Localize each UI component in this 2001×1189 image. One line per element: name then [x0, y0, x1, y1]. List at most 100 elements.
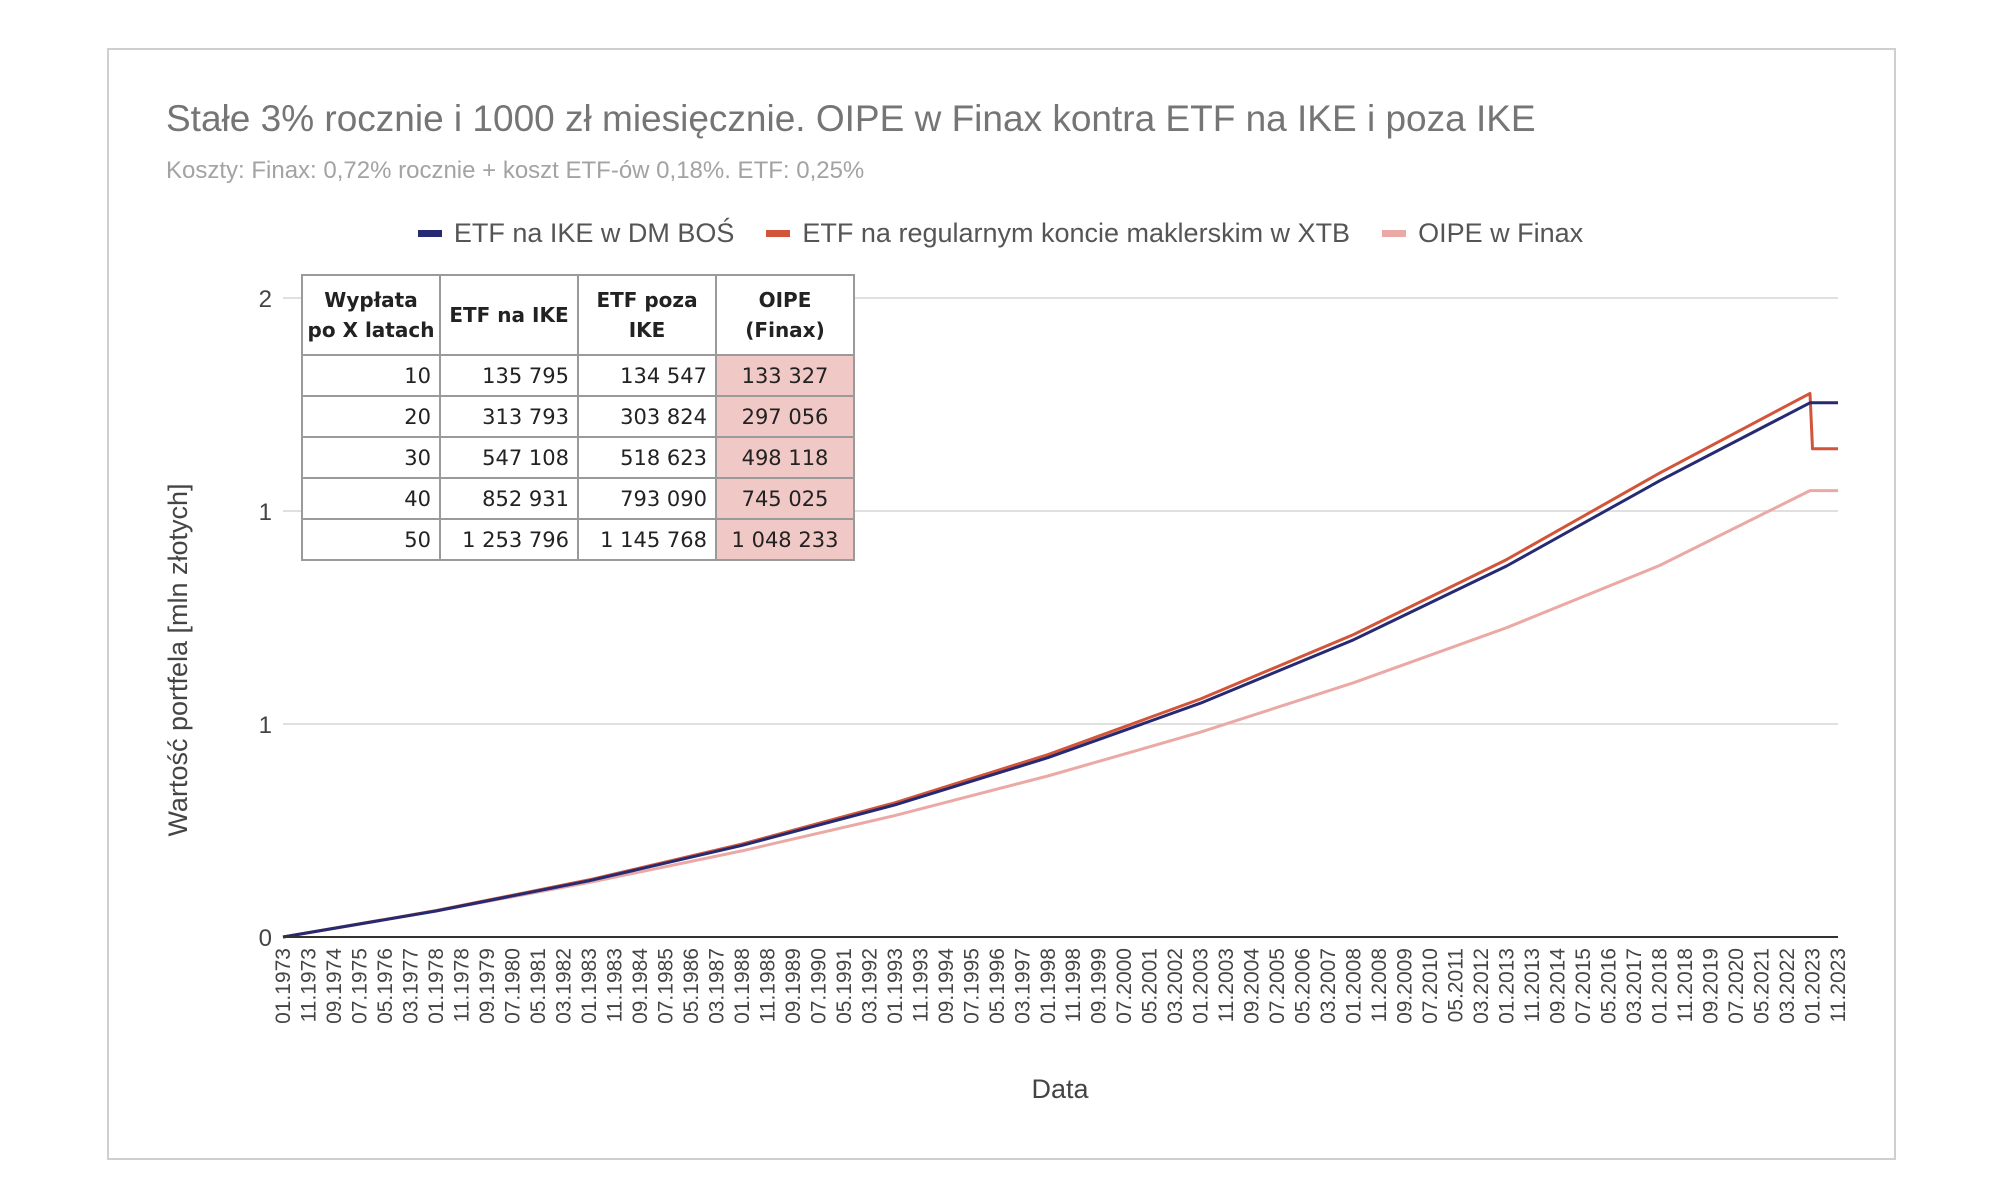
x-tick-label: 05.2006	[1292, 948, 1315, 1024]
x-tick-label: 11.1973	[298, 948, 321, 1022]
x-tick-label: 07.1990	[807, 948, 830, 1024]
table-header: ETF poza IKE	[577, 274, 717, 356]
table-header: ETF na IKE	[439, 274, 579, 356]
table-cell: 852 931	[439, 477, 579, 520]
table-cell-years: 50	[301, 518, 441, 561]
y-tick-label: 0	[259, 925, 272, 952]
x-tick-label: 07.1985	[654, 948, 677, 1024]
table-cell: 547 108	[439, 436, 579, 479]
x-tick-label: 07.2015	[1572, 948, 1595, 1024]
y-axis-title: Wartość portfela [mln złotych]	[163, 483, 193, 836]
table-row: 10 135 795 134 547 133 327	[301, 354, 855, 397]
x-tick-label: 05.1996	[986, 948, 1009, 1024]
x-tick-label: 11.2023	[1827, 948, 1850, 1022]
x-tick-label: 05.1991	[833, 948, 856, 1024]
table-cell-years: 40	[301, 477, 441, 520]
x-tick-label: 07.1995	[960, 948, 983, 1024]
table-header: Wypłata po X latach	[301, 274, 441, 356]
legend-swatch-etf-xtb	[766, 230, 791, 237]
legend-item-etf-xtb[interactable]: ETF na regularnym koncie maklerskim w XT…	[766, 218, 1350, 249]
x-tick-label: 07.1975	[349, 948, 372, 1024]
x-tick-label: 09.2014	[1547, 948, 1570, 1024]
legend-swatch-oipe-finax	[1382, 230, 1407, 237]
x-tick-label: 01.2008	[1343, 948, 1366, 1024]
legend-swatch-etf-ike	[417, 230, 442, 237]
x-tick-label: 01.1998	[1037, 948, 1060, 1024]
legend-label-etf-ike: ETF na IKE w DM BOŚ	[453, 218, 735, 248]
x-tick-label: 03.1982	[552, 948, 575, 1024]
x-tick-label: 01.2013	[1496, 948, 1519, 1024]
table-cell-highlight: 1 048 233	[715, 518, 855, 561]
table-cell-years: 30	[301, 436, 441, 479]
y-tick-labels: 0 1 1 2	[259, 286, 272, 952]
payout-table: Wypłata po X latach ETF na IKE ETF poza …	[301, 274, 855, 561]
table-row: 50 1 253 796 1 145 768 1 048 233	[301, 518, 855, 561]
table-cell-highlight: 297 056	[715, 395, 855, 438]
x-tick-label: 11.2013	[1521, 948, 1544, 1022]
table-row: 20 313 793 303 824 297 056	[301, 395, 855, 438]
table-cell: 518 623	[577, 436, 717, 479]
x-tick-label: 03.2012	[1470, 948, 1493, 1024]
table-cell-years: 20	[301, 395, 441, 438]
x-tick-label: 05.2011	[1445, 948, 1468, 1022]
table-header-row: Wypłata po X latach ETF na IKE ETF poza …	[301, 274, 855, 356]
x-tick-label: 11.2018	[1674, 948, 1697, 1022]
x-tick-label: 05.2021	[1751, 948, 1774, 1024]
series-line	[282, 489, 1838, 939]
table-cell: 793 090	[577, 477, 717, 520]
x-tick-label: 01.1988	[731, 948, 754, 1024]
x-tick-label: 03.1992	[858, 948, 881, 1024]
x-tick-label: 09.1994	[935, 948, 958, 1024]
table-cell-highlight: 498 118	[715, 436, 855, 479]
x-tick-label: 11.1983	[603, 948, 626, 1022]
series-lines	[282, 391, 1838, 939]
x-tick-label: 09.1984	[629, 948, 652, 1024]
x-tick-label: 03.2007	[1317, 948, 1340, 1024]
chart-title: Stałe 3% rocznie i 1000 zł miesięcznie. …	[166, 98, 1536, 139]
y-tick-label: 2	[259, 286, 272, 313]
y-tick-label: 1	[259, 712, 272, 739]
table-cell-highlight: 745 025	[715, 477, 855, 520]
x-tick-label: 09.2004	[1241, 948, 1264, 1024]
chart-legend: ETF na IKE w DM BOŚ ETF na regularnym ko…	[0, 218, 2001, 249]
x-tick-label: 01.1978	[425, 948, 448, 1024]
x-axis-title: Data	[1031, 1074, 1089, 1104]
table-row: 30 547 108 518 623 498 118	[301, 436, 855, 479]
x-tick-label: 03.1977	[400, 948, 423, 1024]
table-cell: 135 795	[439, 354, 579, 397]
table-cell: 313 793	[439, 395, 579, 438]
x-tick-label: 03.1997	[1011, 948, 1034, 1024]
x-tick-label: 05.2016	[1598, 948, 1621, 1024]
x-tick-label: 01.1983	[578, 948, 601, 1024]
table-cell: 134 547	[577, 354, 717, 397]
x-tick-label: 11.2003	[1215, 948, 1238, 1022]
legend-label-oipe-finax: OIPE w Finax	[1418, 218, 1584, 248]
x-tick-label: 11.1998	[1062, 948, 1085, 1022]
x-tick-label: 03.1987	[705, 948, 728, 1024]
series-line	[282, 401, 1838, 939]
x-tick-label: 05.1986	[680, 948, 703, 1024]
x-tick-label: 07.2020	[1725, 948, 1748, 1024]
x-tick-label: 03.2017	[1623, 948, 1646, 1024]
x-tick-label: 07.2000	[1113, 948, 1136, 1024]
legend-label-etf-xtb: ETF na regularnym koncie maklerskim w XT…	[802, 218, 1351, 248]
table-cell: 303 824	[577, 395, 717, 438]
legend-item-etf-ike[interactable]: ETF na IKE w DM BOŚ	[417, 218, 735, 249]
table-cell-years: 10	[301, 354, 441, 397]
x-tick-label: 01.2018	[1649, 948, 1672, 1024]
table-cell-highlight: 133 327	[715, 354, 855, 397]
table-cell: 1 145 768	[577, 518, 717, 561]
x-tick-label: 09.1989	[782, 948, 805, 1024]
x-tick-label: 01.2023	[1802, 948, 1825, 1024]
x-tick-label: 11.1993	[909, 948, 932, 1022]
legend-item-oipe-finax[interactable]: OIPE w Finax	[1382, 218, 1583, 249]
y-tick-label: 1	[259, 499, 272, 526]
x-tick-label: 01.1993	[884, 948, 907, 1024]
x-tick-labels: 01.1973 11.1973 09.1974 07.1975 05.1976 03.19…	[272, 948, 1850, 1024]
x-tick-label: 05.2001	[1139, 948, 1162, 1024]
x-tick-label: 11.1978	[450, 948, 473, 1022]
x-tick-label: 01.1973	[272, 948, 295, 1024]
x-tick-label: 03.2022	[1776, 948, 1799, 1024]
x-tick-label: 03.2002	[1164, 948, 1187, 1024]
x-tick-label: 09.1974	[323, 948, 346, 1024]
